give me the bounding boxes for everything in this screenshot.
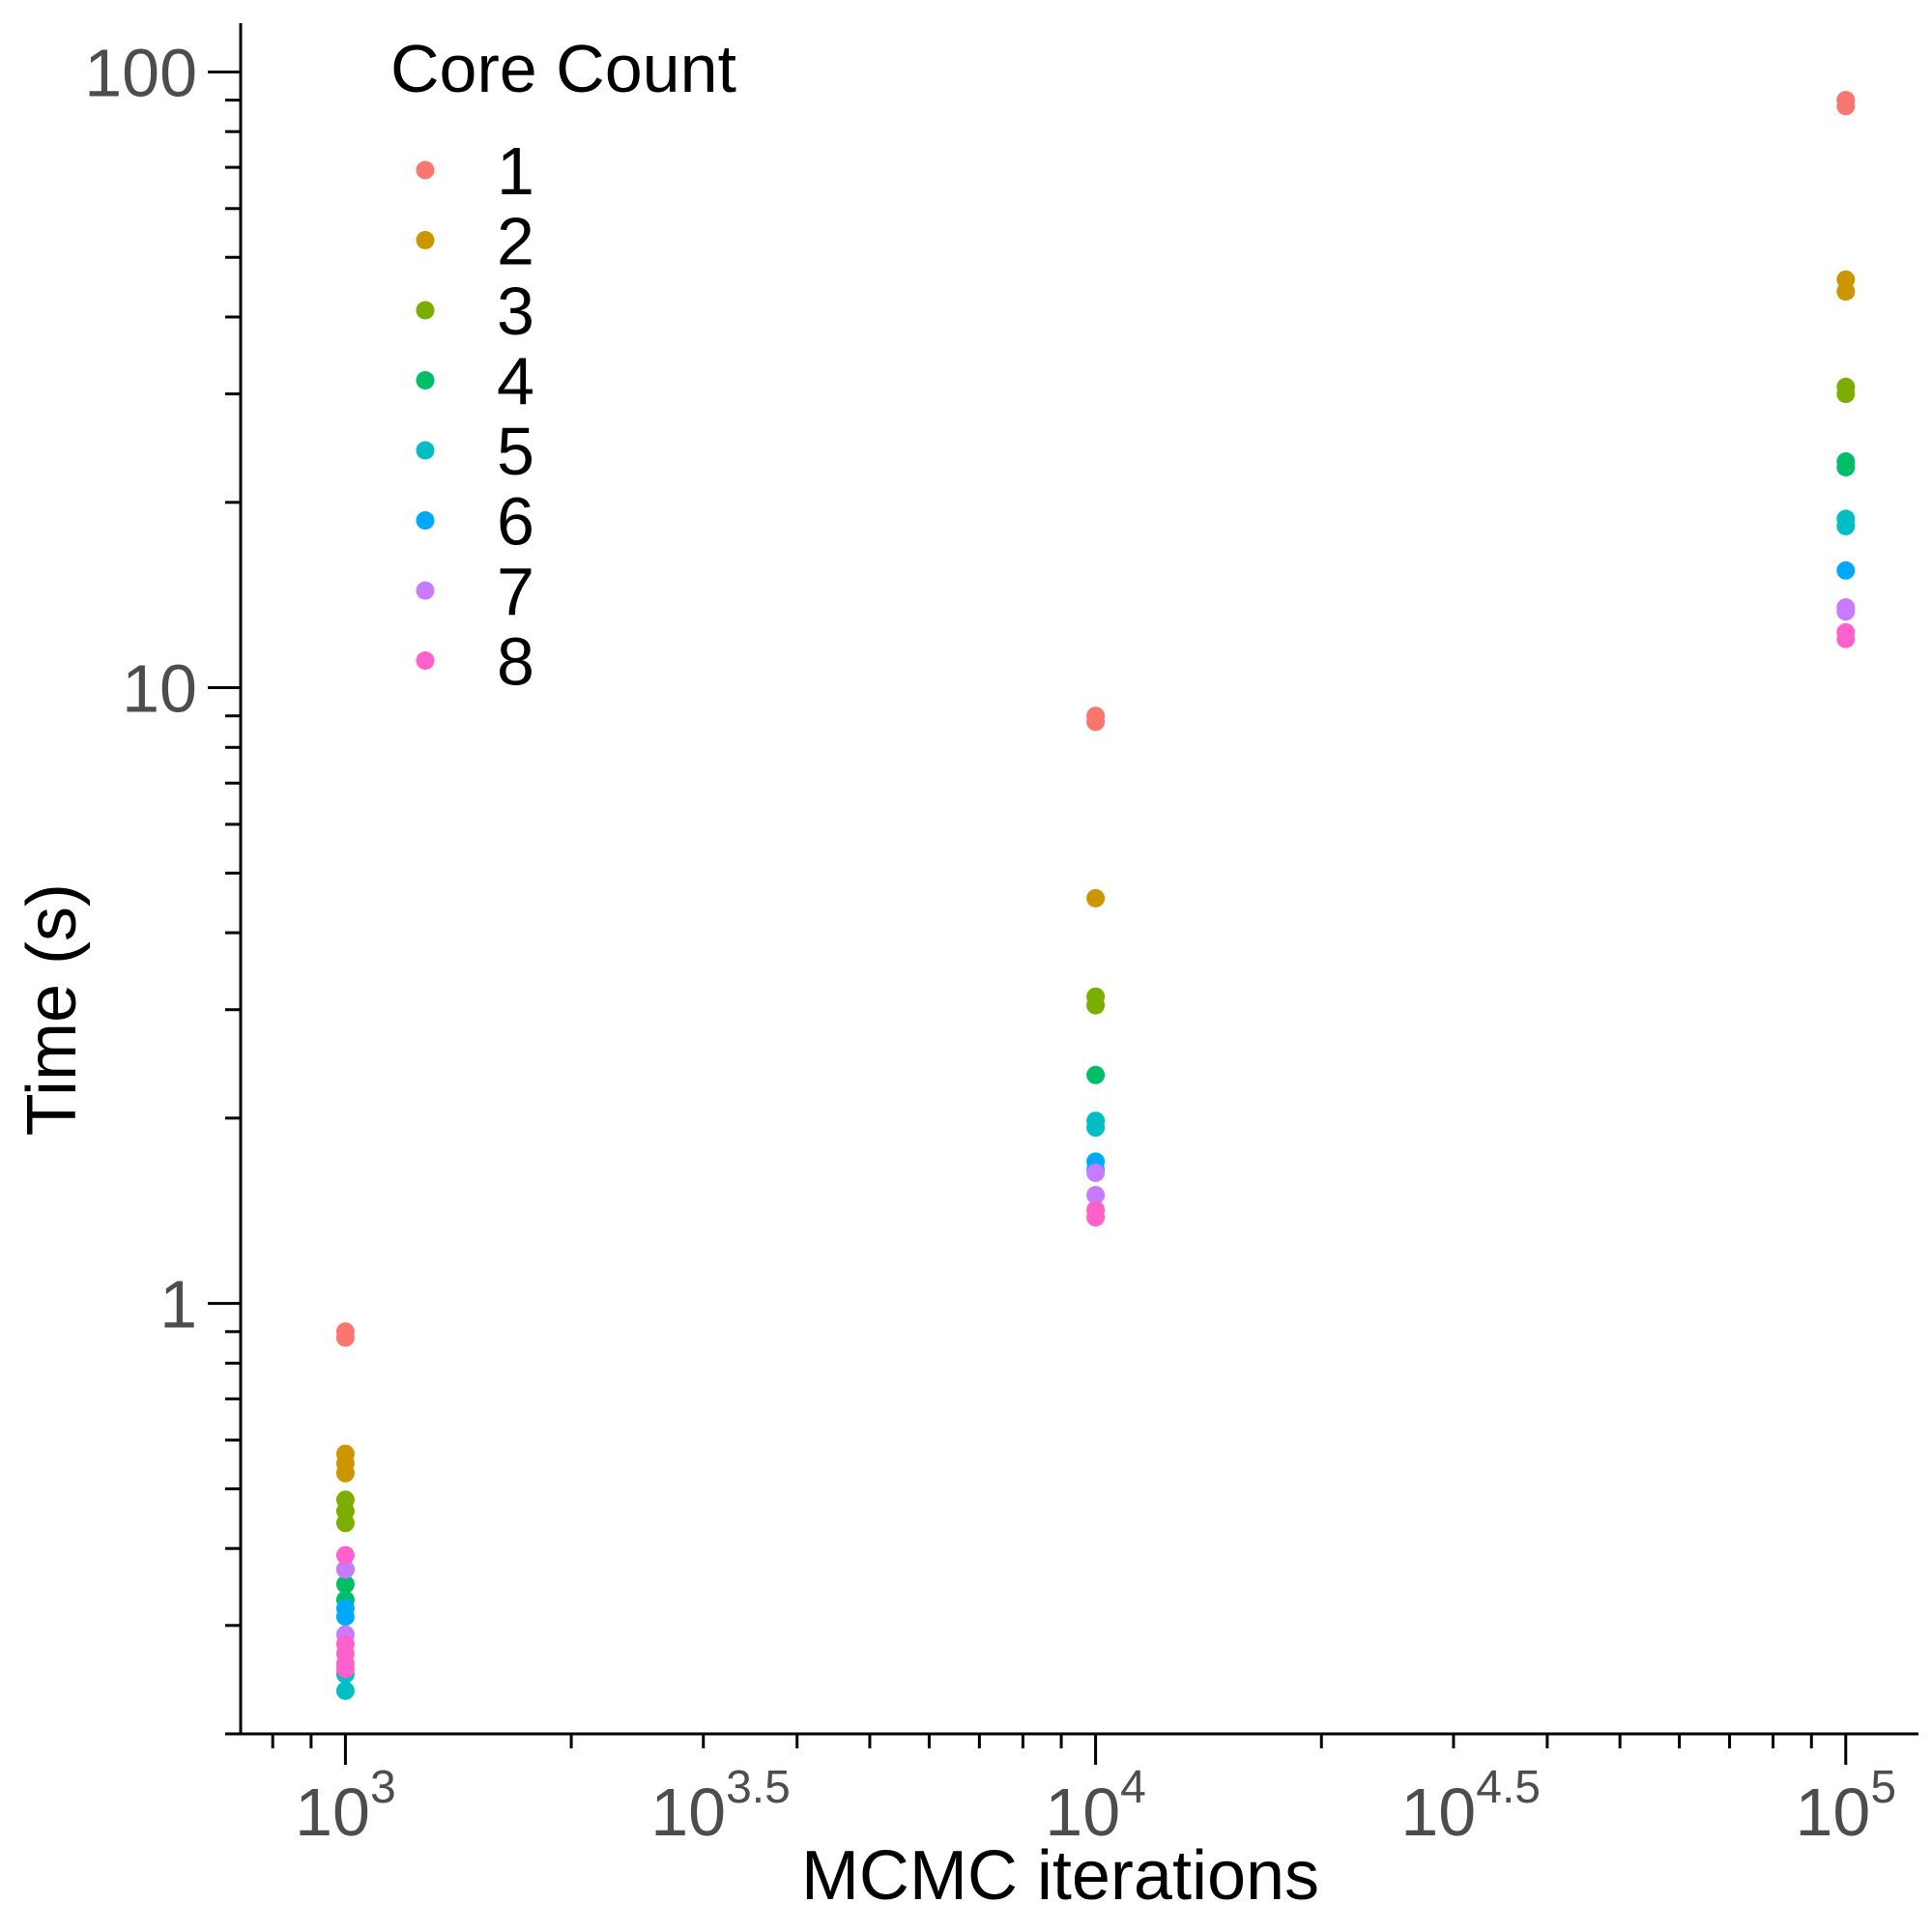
legend-key-core-1 [416, 160, 435, 180]
legend-key-core-4 [416, 371, 435, 389]
legend-label-core-1: 1 [497, 133, 534, 209]
data-point-core-5 [1086, 1111, 1106, 1131]
legend-label-core-2: 2 [497, 204, 534, 279]
legend-key-core-5 [416, 441, 435, 460]
x-tick-label: 105 [1795, 1762, 1896, 1850]
data-point-core-2 [335, 1444, 355, 1463]
data-point-core-8 [335, 1545, 355, 1565]
data-point-core-7 [1836, 598, 1856, 617]
data-point-core-7 [335, 1560, 355, 1579]
legend-key-core-2 [416, 231, 435, 249]
x-tick-label: 104 [1045, 1762, 1146, 1850]
data-point-core-5 [335, 1681, 355, 1700]
legend-title: Core Count [390, 31, 736, 106]
data-point-core-8 [335, 1659, 355, 1679]
legend-key-core-7 [416, 581, 435, 600]
y-tick-label: 10 [122, 651, 197, 727]
x-tick-label: 104.5 [1400, 1762, 1541, 1850]
legend-label-core-6: 6 [497, 484, 534, 560]
data-point-core-7 [1086, 1186, 1106, 1204]
legend-label-core-8: 8 [497, 624, 534, 700]
legend-key-core-3 [416, 301, 435, 320]
y-tick-label: 1 [159, 1267, 197, 1342]
data-point-core-1 [1836, 91, 1856, 110]
legend-label-core-3: 3 [497, 274, 534, 349]
data-point-core-8 [1086, 1200, 1106, 1220]
data-point-core-3 [335, 1490, 355, 1510]
data-point-core-1 [335, 1322, 355, 1341]
y-axis-title: Time (s) [14, 883, 91, 1136]
legend-label-core-7: 7 [497, 554, 534, 629]
data-point-core-4 [335, 1574, 355, 1594]
data-point-core-1 [1086, 706, 1106, 726]
data-point-core-2 [1836, 270, 1856, 289]
legend-label-core-5: 5 [497, 414, 534, 489]
data-point-core-6 [1836, 561, 1856, 580]
data-point-core-7 [1086, 1164, 1106, 1182]
data-point-core-5 [1836, 509, 1856, 529]
legend-key-core-6 [416, 511, 435, 530]
data-points [335, 91, 1856, 1700]
axes: 1 10 100 103 103.5 104 104.5 105 MCMC iterations… [14, 23, 1918, 1915]
y-tick-label: 100 [84, 35, 197, 110]
legend-label-core-4: 4 [497, 344, 534, 419]
data-point-core-3 [1836, 377, 1856, 396]
data-point-core-4 [1086, 1065, 1106, 1084]
data-point-core-6 [335, 1599, 355, 1618]
legend-key-core-8 [416, 651, 435, 670]
data-point-core-3 [1086, 987, 1106, 1006]
data-point-core-4 [1836, 452, 1856, 471]
x-tick-label: 103.5 [650, 1762, 791, 1850]
x-axis-title: MCMC iterations [801, 1837, 1319, 1915]
data-point-core-8 [1836, 622, 1856, 642]
data-point-core-2 [1086, 888, 1106, 908]
x-tick-label: 103 [295, 1762, 396, 1850]
